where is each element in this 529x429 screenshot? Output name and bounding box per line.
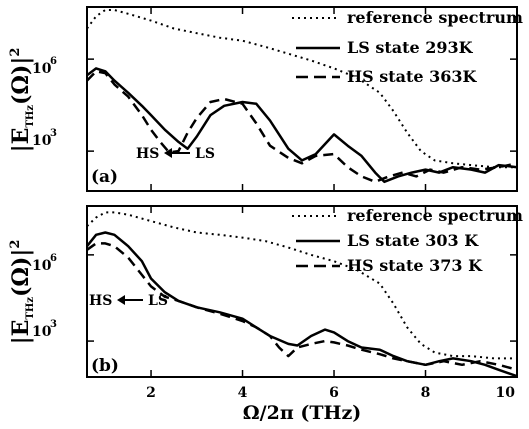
panel-b-arrow-head bbox=[117, 295, 125, 305]
panel-a-ytick-1e6-exp: 6 bbox=[50, 56, 57, 67]
x-axis-title: Ω/2π (THz) bbox=[243, 402, 361, 424]
panel-a-annotation: HS LS bbox=[136, 146, 215, 162]
x-tick-label-10: 10 bbox=[496, 385, 516, 401]
panel-b-xtick-labels: 2 4 6 8 10 bbox=[146, 385, 515, 401]
panel-b-series-dashed-line bbox=[86, 242, 518, 372]
panel-b-legend: reference spectrum LS state 303 K HS sta… bbox=[292, 206, 523, 275]
legend-b-hs-label: HS state 373 K bbox=[347, 256, 483, 275]
panel-b-ytick-1e6: 10 bbox=[32, 258, 52, 274]
panel-a-frame bbox=[86, 6, 518, 192]
panel-b: 10 6 10 3 reference spectrum LS state 30… bbox=[32, 205, 523, 401]
panel-a-ytick-1e6: 10 bbox=[32, 61, 52, 77]
panel-b-annotation: HS LS bbox=[89, 293, 168, 309]
panel-a-label: (a) bbox=[91, 167, 118, 187]
panel-a-annotation-hs: HS bbox=[136, 146, 159, 162]
panel-a-annotation-ls: LS bbox=[195, 146, 215, 162]
panel-b-annotation-hs: HS bbox=[89, 293, 112, 309]
panel-a-legend: reference spectrum LS state 293K HS stat… bbox=[292, 8, 523, 86]
y-axis-title-a: |ETHz(Ω)|2 bbox=[8, 48, 36, 153]
legend-b-ls-label: LS state 303 K bbox=[347, 231, 479, 250]
legend-a-hs-label: HS state 363K bbox=[347, 67, 478, 86]
y-axis-title-b: |ETHz(Ω)|2 bbox=[8, 240, 36, 345]
panel-a-series bbox=[86, 9, 518, 184]
panel-a-ytick-1e3: 10 bbox=[32, 133, 52, 149]
panel-a: 10 6 10 3 reference spectrum LS state 29… bbox=[32, 6, 523, 192]
panel-a-series-dotted-line bbox=[86, 9, 517, 169]
panel-a-arrow-head bbox=[164, 148, 172, 158]
legend-a-ls-label: LS state 293K bbox=[347, 38, 474, 57]
panel-b-label: (b) bbox=[91, 356, 119, 376]
x-tick-label-8: 8 bbox=[421, 385, 431, 401]
x-tick-label-4: 4 bbox=[238, 385, 248, 401]
panel-a-ticks bbox=[87, 7, 518, 191]
panel-a-ytick-labels: 10 6 10 3 bbox=[32, 56, 57, 149]
legend-b-reference-label: reference spectrum bbox=[347, 206, 523, 225]
legend-a-reference-label: reference spectrum bbox=[347, 8, 523, 27]
panel-b-ytick-1e3-exp: 3 bbox=[50, 319, 57, 330]
panel-a-series-solid-line bbox=[86, 67, 518, 184]
panel-b-frame bbox=[86, 205, 518, 378]
panel-b-ytick-1e6-exp: 6 bbox=[50, 253, 57, 264]
panel-b-ytick-labels: 10 6 10 3 bbox=[32, 253, 57, 340]
x-tick-label-2: 2 bbox=[146, 385, 156, 401]
y-axis-title-b-text: |ETHz(Ω)|2 bbox=[8, 240, 36, 345]
y-axis-title-a-text: |ETHz(Ω)|2 bbox=[8, 48, 36, 153]
panel-b-ytick-1e3: 10 bbox=[32, 324, 52, 340]
panel-a-ytick-1e3-exp: 3 bbox=[50, 128, 57, 139]
panel-b-annotation-ls: LS bbox=[148, 293, 168, 309]
x-tick-label-6: 6 bbox=[329, 385, 339, 401]
panel-b-ticks bbox=[87, 206, 518, 377]
panel-b-series-dotted-line bbox=[86, 211, 517, 360]
panel-a-series-dashed-line bbox=[86, 70, 518, 184]
panel-b-series bbox=[86, 211, 518, 378]
